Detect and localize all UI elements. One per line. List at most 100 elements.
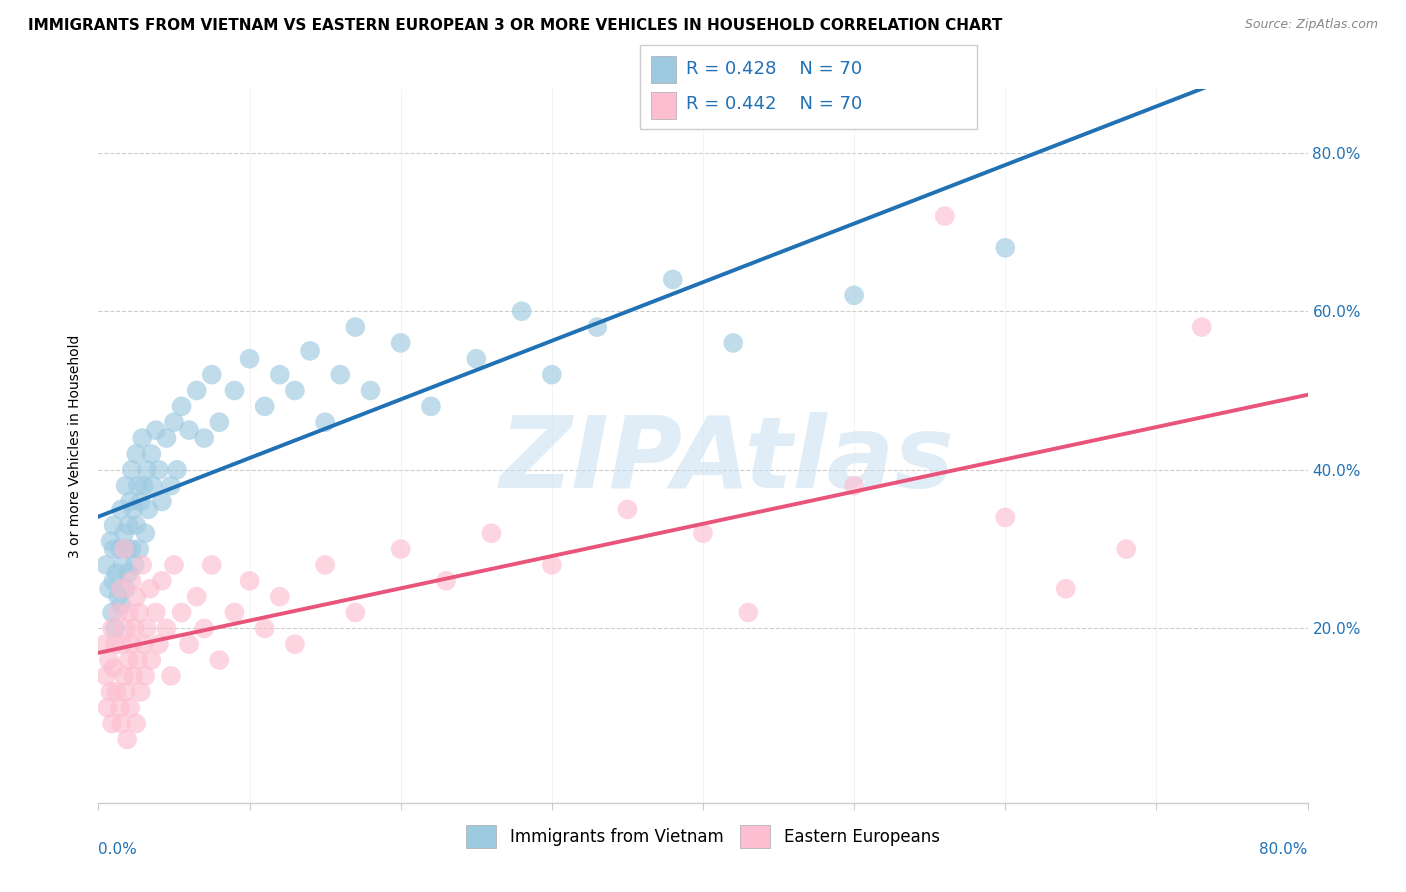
Point: [118, 653, 141, 667]
Point: [994, 241, 1017, 255]
Point: [108, 700, 131, 714]
Point: [115, 732, 138, 747]
Point: [148, 637, 170, 651]
Point: [122, 502, 145, 516]
Point: [118, 566, 141, 580]
Point: [121, 637, 143, 651]
Point: [284, 384, 307, 398]
Point: [101, 716, 124, 731]
Point: [114, 685, 136, 699]
Point: [139, 582, 162, 596]
Point: [131, 558, 153, 572]
Point: [434, 574, 457, 588]
Point: [844, 478, 866, 492]
Point: [134, 526, 156, 541]
Point: [540, 558, 562, 572]
Point: [193, 621, 215, 635]
Point: [98, 653, 121, 667]
Point: [121, 542, 143, 557]
Point: [98, 582, 121, 596]
Point: [128, 542, 150, 557]
Point: [201, 558, 224, 572]
Point: [124, 621, 146, 635]
Point: [111, 558, 134, 572]
Point: [155, 621, 177, 635]
Point: [100, 685, 122, 699]
Point: [314, 415, 336, 429]
Point: [269, 368, 291, 382]
Point: [118, 518, 141, 533]
Point: [103, 661, 125, 675]
Point: [1191, 320, 1213, 334]
Point: [160, 478, 183, 492]
Point: [145, 423, 167, 437]
Point: [723, 335, 745, 350]
Point: [127, 653, 149, 667]
Point: [128, 606, 150, 620]
Point: [121, 574, 143, 588]
Point: [142, 478, 165, 492]
Point: [94, 669, 117, 683]
Point: [110, 716, 132, 731]
Point: [737, 606, 759, 620]
Point: [661, 272, 683, 286]
Point: [100, 534, 122, 549]
Point: [101, 621, 124, 635]
Text: ZIPAtlas: ZIPAtlas: [499, 412, 955, 508]
Point: [120, 700, 142, 714]
Point: [1054, 582, 1077, 596]
Point: [1115, 542, 1137, 557]
Point: [208, 415, 231, 429]
Point: [586, 320, 609, 334]
Point: [186, 590, 208, 604]
Point: [510, 304, 533, 318]
Text: R = 0.442    N = 70: R = 0.442 N = 70: [686, 95, 862, 113]
Point: [105, 566, 128, 580]
Point: [150, 574, 173, 588]
Text: 0.0%: 0.0%: [98, 842, 138, 857]
Point: [934, 209, 956, 223]
Point: [121, 463, 143, 477]
Text: Source: ZipAtlas.com: Source: ZipAtlas.com: [1244, 18, 1378, 31]
Point: [129, 685, 152, 699]
Point: [104, 637, 127, 651]
Point: [111, 637, 134, 651]
Point: [103, 574, 125, 588]
Point: [420, 400, 443, 414]
Point: [93, 637, 115, 651]
Point: [124, 558, 146, 572]
Point: [163, 415, 186, 429]
Point: [127, 478, 149, 492]
Point: [208, 653, 231, 667]
Point: [329, 368, 352, 382]
Point: [110, 598, 132, 612]
Point: [135, 621, 157, 635]
Point: [125, 518, 148, 533]
Point: [179, 637, 201, 651]
Point: [201, 368, 224, 382]
Point: [389, 335, 412, 350]
Text: IMMIGRANTS FROM VIETNAM VS EASTERN EUROPEAN 3 OR MORE VEHICLES IN HOUSEHOLD CORR: IMMIGRANTS FROM VIETNAM VS EASTERN EUROP…: [28, 18, 1002, 33]
Point: [145, 606, 167, 620]
Point: [179, 423, 201, 437]
Point: [166, 463, 188, 477]
Point: [136, 502, 159, 516]
Point: [96, 700, 118, 714]
Point: [105, 685, 128, 699]
Point: [103, 518, 125, 533]
Point: [239, 574, 262, 588]
Point: [120, 494, 142, 508]
Point: [360, 384, 382, 398]
Point: [170, 400, 193, 414]
Text: R = 0.428    N = 70: R = 0.428 N = 70: [686, 60, 862, 78]
Point: [540, 368, 562, 382]
Point: [125, 590, 148, 604]
Y-axis label: 3 or more Vehicles in Household: 3 or more Vehicles in Household: [69, 334, 83, 558]
Point: [101, 606, 124, 620]
Point: [239, 351, 262, 366]
Point: [344, 320, 367, 334]
Point: [616, 502, 638, 516]
Point: [110, 582, 132, 596]
Point: [115, 542, 138, 557]
Point: [103, 542, 125, 557]
